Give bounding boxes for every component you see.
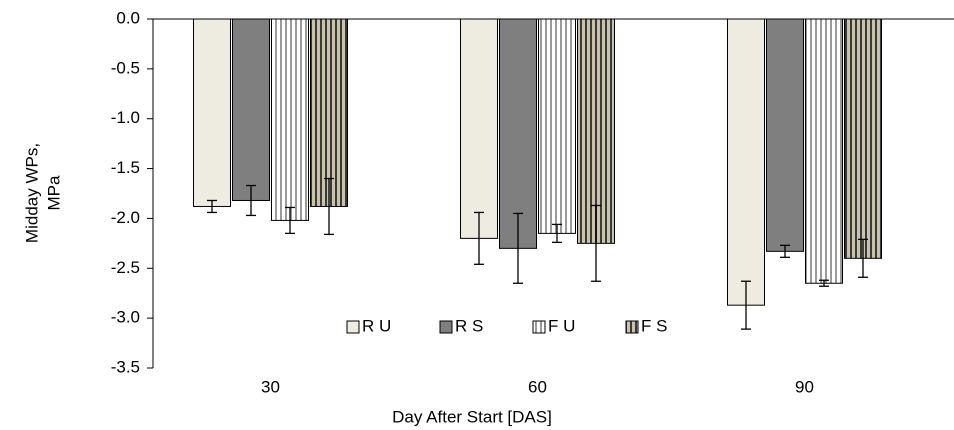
error-bar <box>552 223 562 244</box>
bar <box>271 18 309 221</box>
legend-swatch <box>346 320 360 334</box>
bar <box>727 18 765 306</box>
error-bar <box>285 206 295 235</box>
bar <box>310 18 348 207</box>
y-tick-label: -3.0 <box>111 308 140 327</box>
error-bar <box>858 238 868 278</box>
legend-swatch <box>532 320 546 334</box>
y-tick-label: -2.0 <box>111 208 140 227</box>
bar <box>805 18 843 284</box>
legend-swatch <box>439 320 453 334</box>
error-bar <box>819 279 829 287</box>
y-tick-label: -0.5 <box>111 58 140 77</box>
bar <box>499 18 537 249</box>
error-bar <box>591 204 601 282</box>
error-bar <box>246 184 256 217</box>
bar <box>232 18 270 201</box>
error-bar <box>741 280 751 330</box>
error-bar <box>324 177 334 236</box>
x-axis-title: Day After Start [DAS] <box>392 407 552 426</box>
error-bar <box>780 244 790 258</box>
bar <box>766 18 804 252</box>
legend-label: F S <box>641 316 667 335</box>
x-tick-label: 90 <box>795 377 814 396</box>
bar <box>460 18 498 239</box>
y-tick-label: -1.5 <box>111 158 140 177</box>
legend-label: R U <box>362 316 391 335</box>
error-bar <box>207 199 217 214</box>
y-tick-label: -2.5 <box>111 258 140 277</box>
legend-label: F U <box>548 316 575 335</box>
x-tick-label: 30 <box>261 377 280 396</box>
bar <box>193 18 231 207</box>
x-tick-label: 60 <box>528 377 547 396</box>
y-tick-label: -1.0 <box>111 108 140 127</box>
legend-label: R S <box>455 316 483 335</box>
error-bar <box>474 211 484 265</box>
bar <box>538 18 576 234</box>
bar <box>844 18 882 259</box>
error-bar <box>513 212 523 284</box>
y-axis-title: MPa <box>44 175 63 211</box>
y-tick-label: 0.0 <box>116 8 140 27</box>
y-axis-title: Midday WPs, <box>22 143 41 243</box>
y-tick-label: -3.5 <box>111 357 140 376</box>
legend-swatch <box>625 320 639 334</box>
